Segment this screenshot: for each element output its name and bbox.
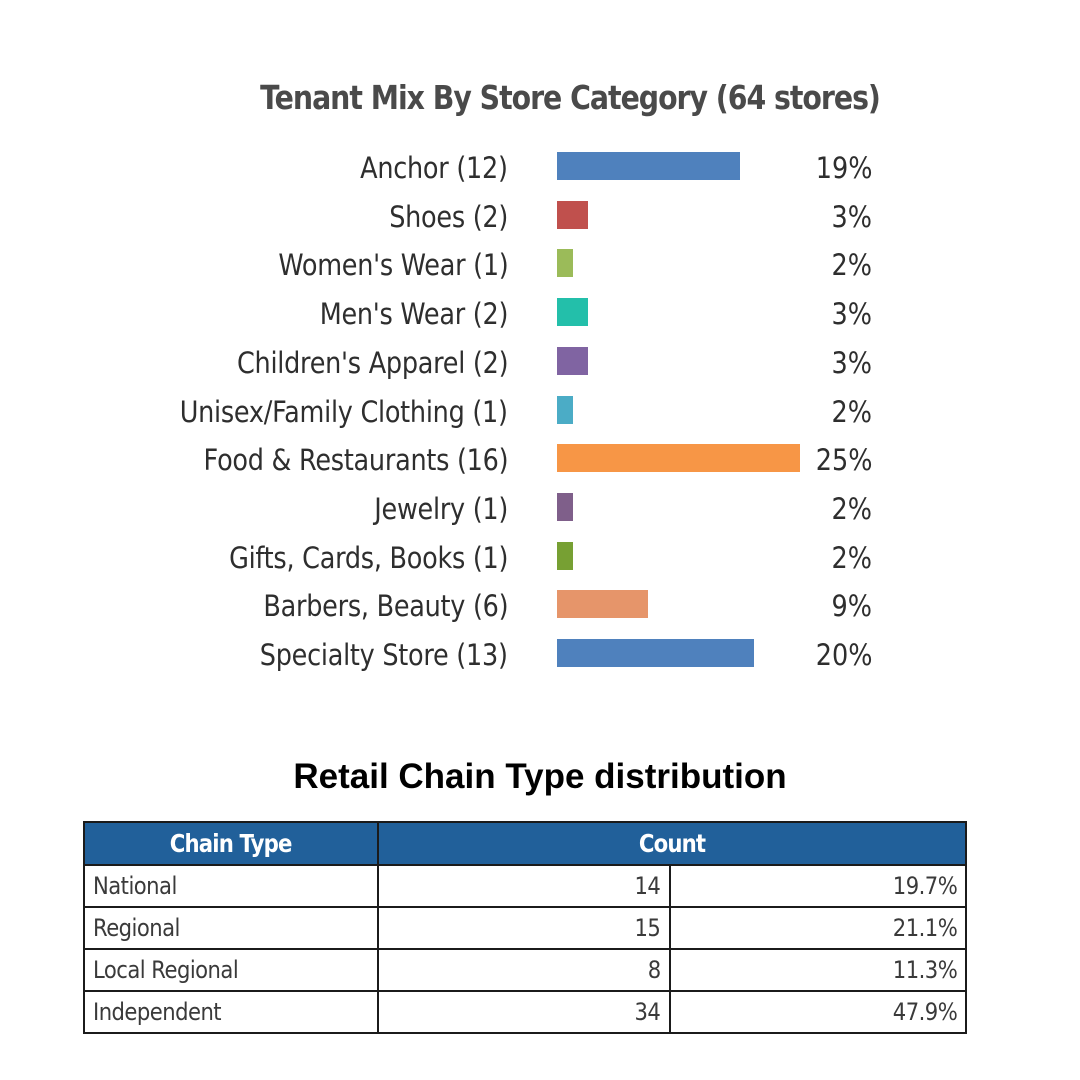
column-header-count: Count <box>376 821 968 866</box>
category-label: Gifts, Cards, Books (1) <box>228 540 508 575</box>
chart-row-womens-wear: Women's Wear (1) 2% <box>0 242 1080 290</box>
count-cell: 34 <box>376 990 671 1034</box>
chart-row-gifts-cards-books: Gifts, Cards, Books (1) 2% <box>0 535 1080 583</box>
category-label: Jewelry (1) <box>374 491 508 526</box>
percent-label: 2% <box>831 248 872 283</box>
percent-cell: 19.7% <box>668 864 968 908</box>
percent-label: 2% <box>831 394 872 429</box>
bar <box>557 200 588 229</box>
chart-row-food-restaurants: Food & Restaurants (16) 25% <box>0 437 1080 485</box>
category-label: Food & Restaurants (16) <box>203 443 508 478</box>
percent-label: 3% <box>831 297 872 332</box>
bar <box>557 298 588 327</box>
column-header-chain-type: Chain Type <box>83 821 379 866</box>
chart-row-jewelry: Jewelry (1) 2% <box>0 486 1080 534</box>
chain-type-table: Chain Type Count National 14 19.7% Regio… <box>83 821 968 1034</box>
category-label: Specialty Store (13) <box>260 638 508 672</box>
category-label: Men's Wear (2) <box>319 297 509 332</box>
chart-row-shoes: Shoes (2) 3% <box>0 194 1080 242</box>
category-label: Children's Apparel (2) <box>236 345 509 380</box>
bar <box>557 444 800 473</box>
chart-row-unisex-family-clothing: Unisex/Family Clothing (1) 2% <box>0 389 1080 437</box>
percent-label: 2% <box>831 491 872 526</box>
percent-label: 19% <box>815 151 872 185</box>
chart-row-specialty-store: Specialty Store (13) 20% <box>0 632 1080 680</box>
percent-label: 9% <box>831 589 872 624</box>
bar <box>557 492 573 521</box>
bar <box>557 590 648 619</box>
chart-row-barbers-beauty: Barbers, Beauty (6) 9% <box>0 583 1080 631</box>
count-cell: 8 <box>376 948 671 992</box>
table-header-row: Chain Type Count <box>83 821 968 866</box>
bar <box>557 541 573 570</box>
table-row: Local Regional 8 11.3% <box>83 948 968 992</box>
bar <box>557 395 573 424</box>
bar <box>557 639 754 667</box>
category-label: Shoes (2) <box>389 199 508 234</box>
percent-label: 3% <box>831 199 872 234</box>
percent-label: 2% <box>831 540 872 575</box>
chart-title: Tenant Mix By Store Category (64 stores) <box>260 78 881 117</box>
chart-row-childrens-apparel: Children's Apparel (2) 3% <box>0 340 1080 388</box>
percent-cell: 21.1% <box>668 906 968 950</box>
category-label: Anchor (12) <box>360 151 508 185</box>
count-cell: 14 <box>376 864 671 908</box>
chart-row-mens-wear: Men's Wear (2) 3% <box>0 291 1080 339</box>
category-label: Women's Wear (1) <box>277 248 508 283</box>
table-row: Regional 15 21.1% <box>83 906 968 950</box>
table-row: Independent 34 47.9% <box>83 990 968 1034</box>
percent-label: 3% <box>831 345 872 380</box>
count-cell: 15 <box>376 906 671 950</box>
percent-label: 20% <box>815 638 872 672</box>
percent-label: 25% <box>815 443 872 478</box>
percent-cell: 47.9% <box>668 990 968 1034</box>
category-label: Unisex/Family Clothing (1) <box>180 394 508 429</box>
chain-type-cell: Regional <box>83 906 379 950</box>
bar <box>557 346 588 375</box>
table-title: Retail Chain Type distribution <box>293 757 787 796</box>
chart-row-anchor: Anchor (12) 19% <box>0 145 1080 193</box>
chain-type-cell: Independent <box>83 990 379 1034</box>
table-row: National 14 19.7% <box>83 864 968 908</box>
chain-type-cell: National <box>83 864 379 908</box>
bar <box>557 249 573 278</box>
bar <box>557 152 740 180</box>
category-label: Barbers, Beauty (6) <box>263 589 508 624</box>
percent-cell: 11.3% <box>668 948 968 992</box>
chain-type-cell: Local Regional <box>83 948 379 992</box>
